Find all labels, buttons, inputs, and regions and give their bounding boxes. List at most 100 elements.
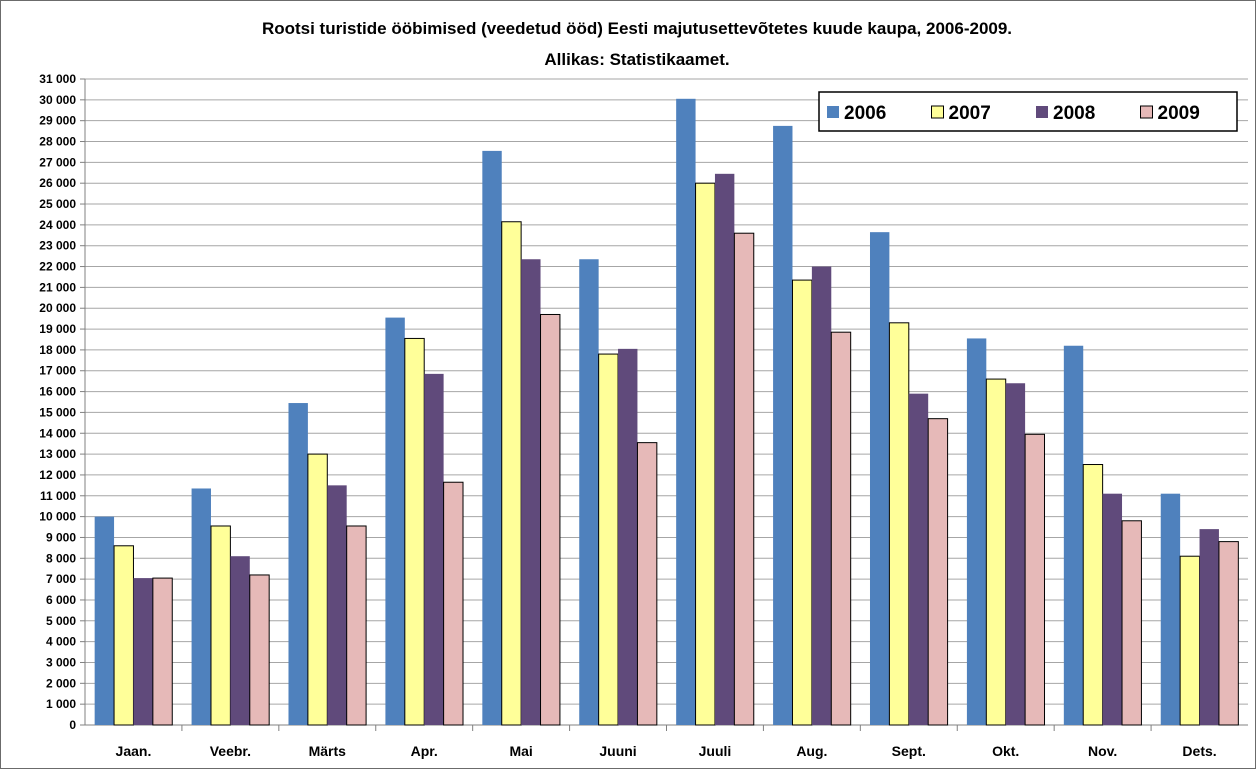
bar-2006-3 xyxy=(385,317,405,725)
bar-2009-11 xyxy=(1218,541,1239,726)
bar-2008-6 xyxy=(714,173,735,725)
bar-2006-11 xyxy=(1160,493,1181,725)
bar-2009-4 xyxy=(540,313,561,726)
y-tick-label: 17 000 xyxy=(39,364,76,378)
bar-2008-11 xyxy=(1199,529,1219,725)
y-tick-label: 11 000 xyxy=(40,489,76,503)
x-category-label: Sept. xyxy=(892,743,926,759)
bar-2007-2 xyxy=(307,453,328,726)
bar-2008-5 xyxy=(618,348,638,725)
y-tick-label: 7 000 xyxy=(46,572,76,586)
chart-title: Rootsi turistide ööbimised (veedetud ööd… xyxy=(262,19,1012,38)
tick-labels: 0 1 000 2 000 3 000 4 000 5 000 6 000 7 000 8 00… xyxy=(39,72,1216,759)
y-tick-label: 25 000 xyxy=(39,197,76,211)
x-category-label: Juuni xyxy=(599,743,636,759)
y-tick-label: 0 xyxy=(69,718,76,732)
y-tick-label: 28 000 xyxy=(39,135,76,149)
y-tick-label: 20 000 xyxy=(39,301,76,315)
x-category-label: Juuli xyxy=(699,743,732,759)
bar-2007-3 xyxy=(404,337,425,726)
bar-2009-7 xyxy=(830,331,852,726)
bar-2009-8 xyxy=(927,418,949,726)
y-tick-label: 12 000 xyxy=(39,468,76,482)
bar-2006-9 xyxy=(966,338,987,725)
y-tick-label: 26 000 xyxy=(39,176,76,190)
y-tick-label: 5 000 xyxy=(46,614,76,628)
y-tick-label: 31 000 xyxy=(39,72,76,86)
bar-2008-3 xyxy=(424,373,444,725)
bar-2008-7 xyxy=(811,266,832,725)
bar-2007-6 xyxy=(695,182,716,726)
chart-subtitle: Allikas: Statistikaamet. xyxy=(544,50,729,69)
x-category-label: Mai xyxy=(509,743,532,759)
legend-swatch-2009 xyxy=(1140,105,1153,119)
bar-2007-9 xyxy=(985,378,1007,726)
bar-2008-9 xyxy=(1005,383,1026,725)
x-category-label: Aug. xyxy=(796,743,827,759)
bar-2009-3 xyxy=(443,481,464,726)
bar-2007-4 xyxy=(501,221,522,726)
y-tick-label: 9 000 xyxy=(46,530,76,544)
y-tick-label: 1 000 xyxy=(46,697,76,711)
x-category-label: Nov. xyxy=(1088,743,1117,759)
y-tick-label: 18 000 xyxy=(39,343,76,357)
y-tick-label: 30 000 xyxy=(39,93,76,107)
legend-label-2006: 2006 xyxy=(844,103,886,124)
y-tick-label: 14 000 xyxy=(39,426,76,440)
y-tick-label: 10 000 xyxy=(39,510,76,524)
x-category-label: Märts xyxy=(309,743,347,759)
legend-label-2009: 2009 xyxy=(1158,103,1200,124)
x-category-label: Apr. xyxy=(411,743,438,759)
legend-box xyxy=(818,91,1238,132)
y-tick-label: 19 000 xyxy=(39,322,76,336)
bar-2007-1 xyxy=(210,525,231,726)
bar-2006-4 xyxy=(482,150,502,725)
bar-2007-11 xyxy=(1179,555,1201,726)
y-tick-label: 16 000 xyxy=(39,385,76,399)
bar-2008-1 xyxy=(230,556,250,725)
y-tick-label: 21 000 xyxy=(39,280,76,294)
bar-2008-2 xyxy=(327,485,347,725)
y-tick-label: 3 000 xyxy=(46,655,76,669)
legend-label-2008: 2008 xyxy=(1053,103,1095,124)
legend-swatch-2006 xyxy=(827,106,839,118)
x-category-label: Jaan. xyxy=(116,743,152,759)
bar-2007-10 xyxy=(1082,464,1104,726)
bar-2006-5 xyxy=(579,259,599,725)
bar-2007-5 xyxy=(598,353,619,726)
x-category-label: Dets. xyxy=(1182,743,1216,759)
y-tick-label: 23 000 xyxy=(39,239,76,253)
bar-2009-6 xyxy=(733,232,755,726)
y-tick-label: 13 000 xyxy=(39,447,76,461)
bar-2007-7 xyxy=(791,279,813,726)
bar-2009-5 xyxy=(636,442,658,726)
bar-2009-0 xyxy=(152,577,173,726)
bar-2006-10 xyxy=(1063,345,1084,725)
y-tick-label: 2 000 xyxy=(46,676,76,690)
legend-swatch-2007 xyxy=(931,105,944,119)
bar-2006-8 xyxy=(869,232,890,725)
axes xyxy=(80,78,1248,731)
legend-label-2007: 2007 xyxy=(949,103,991,124)
bar-2009-2 xyxy=(346,525,367,726)
y-tick-label: 8 000 xyxy=(46,551,76,565)
bar-2008-0 xyxy=(133,578,153,725)
bar-2009-9 xyxy=(1024,433,1046,726)
legend: 2006 2007 2008 2009 xyxy=(818,91,1238,132)
bar-2009-10 xyxy=(1121,520,1142,726)
bar-2009-1 xyxy=(249,574,270,726)
y-tick-label: 27 000 xyxy=(39,155,76,169)
bar-2008-10 xyxy=(1102,493,1123,725)
bar-2008-4 xyxy=(521,259,541,725)
y-tick-label: 4 000 xyxy=(46,635,76,649)
bar-2006-2 xyxy=(288,403,308,725)
bar-2007-8 xyxy=(888,322,910,726)
y-tick-label: 22 000 xyxy=(39,260,76,274)
bar-2006-7 xyxy=(773,125,793,725)
x-category-label: Okt. xyxy=(992,743,1019,759)
legend-swatch-2008 xyxy=(1036,106,1048,118)
bar-2006-1 xyxy=(191,488,211,725)
y-tick-label: 29 000 xyxy=(39,114,76,128)
